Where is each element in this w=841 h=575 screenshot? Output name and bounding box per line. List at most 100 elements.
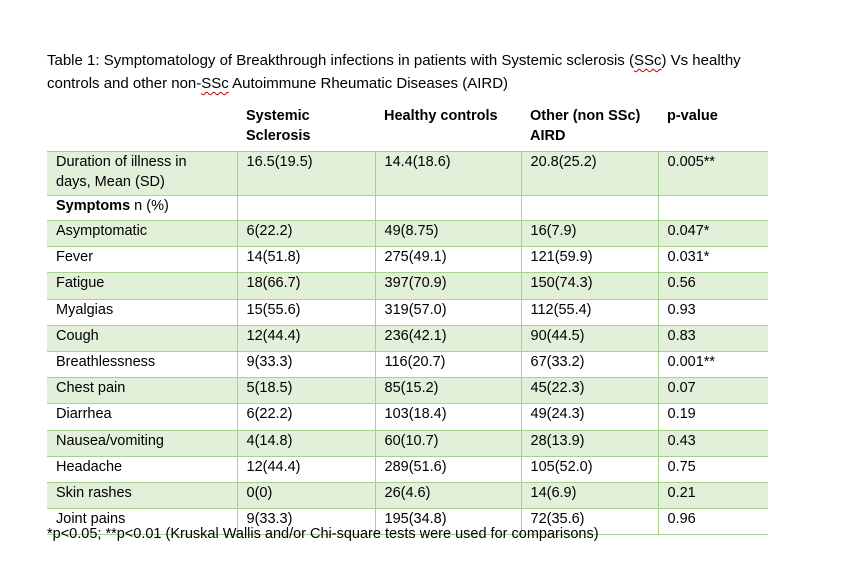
symptom-label: Chest pain: [47, 377, 237, 405]
symptom-label: Headache: [47, 456, 237, 483]
other-value: 112(55.4): [520, 299, 658, 326]
hc-value: 49(8.75): [374, 220, 521, 248]
ssc-value: 4(14.8): [236, 430, 375, 457]
symptom-label: Myalgias: [47, 299, 237, 326]
duration-ssc: 16.5(19.5): [236, 151, 375, 196]
duration-label-line2: days, Mean (SD): [56, 174, 165, 190]
hc-value: 26(4.6): [374, 482, 521, 510]
ssc-value: 5(18.5): [236, 377, 375, 405]
header-ssc-line1: Systemic: [246, 108, 310, 124]
ssc-value: 9(33.3): [236, 508, 375, 536]
ssc-value: 9(33.3): [236, 351, 375, 379]
hc-value: 85(15.2): [374, 377, 521, 405]
duration-p: 0.005**: [657, 151, 768, 196]
section-empty: [236, 195, 375, 221]
p-value: 0.43: [657, 430, 768, 457]
caption-ssc-1: SSc: [633, 52, 662, 69]
table-row: Cough 12(44.4) 236(42.1) 90(44.5) 0.83: [47, 325, 768, 352]
header-healthy-controls: Healthy controls: [384, 108, 498, 124]
header-other-aird: Other (non SSc) AIRD: [521, 106, 658, 152]
duration-row: Duration of illness in days, Mean (SD) 16…: [47, 151, 768, 196]
table-row: Breathlessness 9(33.3) 116(20.7) 67(33.2) 0.…: [47, 351, 768, 379]
symptom-label: Joint pains: [47, 508, 237, 536]
p-value: 0.031*: [657, 246, 768, 274]
p-value: 0.07: [657, 377, 768, 405]
symptom-label: Nausea/vomiting: [47, 430, 237, 457]
table-row: Asymptomatic 6(22.2) 49(8.75) 16(7.9) 0.047*: [47, 220, 768, 248]
section-empty: [374, 195, 521, 221]
table-row: Myalgias 15(55.6) 319(57.0) 112(55.4) 0.93: [47, 299, 768, 326]
other-value: 150(74.3): [520, 272, 658, 300]
section-label: Symptoms n (%): [47, 195, 237, 221]
table-row: Fatigue 18(66.7) 397(70.9) 150(74.3) 0.56: [47, 272, 768, 300]
caption-text-1: Table 1: Symptomatology of Breakthrough …: [47, 52, 634, 69]
table-row: Chest pain 5(18.5) 85(15.2) 45(22.3) 0.07: [47, 377, 768, 405]
header-other-line1: Other (non SSc): [530, 108, 641, 124]
symptom-label: Asymptomatic: [47, 220, 237, 248]
other-value: 121(59.9): [520, 246, 658, 274]
hc-value: 397(70.9): [374, 272, 521, 300]
header-row: Systemic Sclerosis Healthy controls Other…: [47, 106, 768, 152]
table-row: Diarrhea 6(22.2) 103(18.4) 49(24.3) 0.19: [47, 403, 768, 431]
section-row: Symptoms n (%): [47, 195, 768, 221]
other-value: 49(24.3): [520, 403, 658, 431]
p-value: 0.21: [657, 482, 768, 510]
duration-other: 20.8(25.2): [520, 151, 658, 196]
table-row: Headache 12(44.4) 289(51.6) 105(52.0) 0.75: [47, 456, 768, 483]
hc-value: 60(10.7): [374, 430, 521, 457]
header-other-line2: AIRD: [530, 128, 566, 144]
ssc-value: 14(51.8): [236, 246, 375, 274]
hc-value: 103(18.4): [374, 403, 521, 431]
header-blank: [47, 106, 237, 152]
symptom-label: Cough: [47, 325, 237, 352]
section-label-bold: Symptoms: [56, 198, 131, 214]
p-value: 0.19: [657, 403, 768, 431]
section-empty: [657, 195, 768, 221]
other-value: 90(44.5): [520, 325, 658, 352]
ssc-value: 6(22.2): [236, 403, 375, 431]
symptom-label: Fever: [47, 246, 237, 274]
other-value: 14(6.9): [520, 482, 658, 510]
other-value: 16(7.9): [520, 220, 658, 248]
symptom-label: Skin rashes: [47, 482, 237, 510]
ssc-value: 0(0): [236, 482, 375, 510]
other-value: 67(33.2): [520, 351, 658, 379]
header-ssc: Systemic Sclerosis: [237, 106, 375, 152]
section-label-rest: n (%): [130, 198, 169, 214]
symptom-label: Fatigue: [47, 272, 237, 300]
table-row: Nausea/vomiting 4(14.8) 60(10.7) 28(13.9) 0.…: [47, 430, 768, 457]
symptom-label: Diarrhea: [47, 403, 237, 431]
hc-value: 195(34.8): [374, 508, 521, 536]
hc-value: 236(42.1): [374, 325, 521, 352]
symptoms-table: Systemic Sclerosis Healthy controls Other…: [47, 106, 768, 536]
symptom-label: Breathlessness: [47, 351, 237, 379]
table-caption: Table 1: Symptomatology of Breakthrough …: [47, 49, 787, 95]
section-empty: [520, 195, 658, 221]
caption-text-3: Autoimmune Rheumatic Diseases (AIRD): [228, 75, 509, 92]
table-footnote: *p<0.05; **p<0.01 (Kruskal Wallis and/or…: [47, 526, 599, 542]
other-value: 105(52.0): [520, 456, 658, 483]
caption-ssc-2: SSc: [201, 75, 229, 92]
table-row: Joint pains 9(33.3) 195(34.8) 72(35.6) 0.96: [47, 508, 768, 536]
other-value: 72(35.6): [520, 508, 658, 536]
hc-value: 275(49.1): [374, 246, 521, 274]
duration-label-line1: Duration of illness in: [56, 154, 187, 170]
ssc-value: 18(66.7): [236, 272, 375, 300]
other-value: 45(22.3): [520, 377, 658, 405]
duration-hc: 14.4(18.6): [374, 151, 521, 196]
header-ssc-line2: Sclerosis: [246, 128, 311, 144]
caption-text-2: ) Vs healthy controls and other non-: [47, 52, 741, 92]
p-value: 0.75: [657, 456, 768, 483]
p-value: 0.001**: [657, 351, 768, 379]
hc-value: 116(20.7): [374, 351, 521, 379]
header-p-value: p-value: [667, 108, 718, 124]
p-value: 0.56: [657, 272, 768, 300]
other-value: 28(13.9): [520, 430, 658, 457]
table-row: Skin rashes 0(0) 26(4.6) 14(6.9) 0.21: [47, 482, 768, 510]
p-value: 0.93: [657, 299, 768, 326]
ssc-value: 12(44.4): [236, 456, 375, 483]
ssc-value: 6(22.2): [236, 220, 375, 248]
duration-label: Duration of illness in days, Mean (SD): [47, 151, 237, 196]
p-value: 0.83: [657, 325, 768, 352]
p-value: 0.96: [657, 508, 768, 536]
